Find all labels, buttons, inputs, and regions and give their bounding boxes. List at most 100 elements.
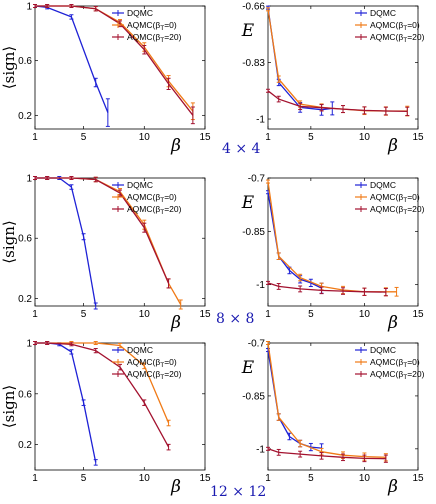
- panel-2-legend-dqmc-label: DQMC: [370, 8, 396, 18]
- panel-6-ytick-label: -0.7: [248, 339, 266, 350]
- panel-5-ylabel: ⟨sign⟩: [0, 385, 18, 428]
- panel-5-xtick-label: 10: [139, 473, 151, 484]
- panel-5-legend-aqmc0-label-part: AQMC(β: [127, 357, 160, 367]
- panel-4-legend-dqmc-label: DQMC: [370, 180, 396, 190]
- size-label-8x8: 8 × 8: [216, 311, 254, 327]
- panel-3-series-dqmc-line: [35, 177, 97, 307]
- panel-6-legend-aqmc0-label: AQMC(βT=0): [370, 357, 420, 369]
- panel-1-ytick-label: 0.2: [18, 111, 32, 122]
- panel-4-ytick-label: -0.85: [242, 227, 265, 238]
- panel-5-ytick-label: 0.6: [18, 389, 32, 400]
- panel-1-legend-aqmc20-label-part: AQMC(β: [127, 32, 160, 42]
- panel-6-ytick-label: -0.85: [242, 391, 265, 402]
- panel-3-legend-aqmc0-label-part: AQMC(β: [127, 192, 160, 202]
- panel-3-xtick-label: 15: [199, 309, 211, 320]
- panel-2: 1 5 10 15-0.66-0.83-1βEDQMCAQMC(βT=0)AQMC(β…: [241, 2, 425, 157]
- panel-4-legend-aqmc0-label: AQMC(βT=0): [370, 192, 420, 204]
- panel-6-legend-aqmc20-label-part2: =20): [407, 369, 424, 379]
- panel-4-legend-aqmc20-label-part: AQMC(β: [370, 204, 403, 214]
- panel-3-ytick-label: 1: [26, 174, 32, 185]
- panel-4: 1 5 10 15-0.7-0.85-1βEDQMCAQMC(βT=0)AQMC(βT…: [241, 174, 425, 334]
- panel-2-frame: [267, 5, 419, 130]
- panel-3: 1 5 10 150.20.61β⟨sign⟩DQMCAQMC(βT=0)AQMC(β…: [0, 174, 211, 334]
- panel-1-legend-aqmc0-label-part2: =0): [164, 20, 177, 30]
- panel-6-ytick-label: -1: [256, 444, 265, 455]
- panel-1-xtick-label: 10: [139, 132, 151, 143]
- panel-2-series-aqmc20-line: [267, 90, 408, 113]
- panel-6-xtick-label: 10: [359, 473, 371, 484]
- panel-2-xtick-label: 5: [308, 132, 314, 143]
- panel-4-legend-aqmc20-label-part2: =20): [407, 204, 424, 214]
- panel-1-legend-dqmc-label: DQMC: [127, 8, 153, 18]
- panel-3-legend-aqmc0-label-part2: =0): [164, 192, 177, 202]
- panel-6-frame: [267, 342, 419, 471]
- panel-2-xlabel: β: [387, 136, 398, 156]
- panel-2-ytick-label: -1: [256, 115, 265, 126]
- panel-5-xtick-label: 15: [199, 473, 211, 484]
- panel-5-legend-aqmc20-label: AQMC(βT=20): [127, 369, 182, 381]
- panel-3-legend-dqmc-label: DQMC: [127, 180, 153, 190]
- panel-1-legend-aqmc0-label-sub: T: [160, 25, 164, 32]
- panel-5-legend-dqmc-label: DQMC: [127, 345, 153, 355]
- panel-1: 1 5 10 150.20.61β⟨sign⟩DQMCAQMC(βT=0)AQMC(β…: [0, 2, 211, 157]
- panel-3-xtick-label: 1: [32, 309, 38, 320]
- panel-5-legend-aqmc0-label-part2: =0): [164, 357, 177, 367]
- panel-4-frame: [267, 177, 419, 307]
- panel-6-legend-dqmc-label: DQMC: [370, 345, 396, 355]
- panel-6-legend-aqmc0-label-part2: =0): [407, 357, 420, 367]
- panel-3-xlabel: β: [170, 313, 181, 333]
- panel-3-legend-aqmc0-label: AQMC(βT=0): [127, 192, 177, 204]
- panel-2-legend-aqmc0-label-sub: T: [403, 25, 407, 32]
- panel-1-series-aqmc20-line: [35, 5, 194, 116]
- panel-1-legend-aqmc20-label-part2: =20): [164, 32, 181, 42]
- panel-1-xtick-label: 5: [81, 132, 87, 143]
- panel-3-xtick-label: 10: [139, 309, 151, 320]
- panel-5-legend-aqmc20-label-part2: =20): [164, 369, 181, 379]
- panel-2-ytick-label: -0.66: [242, 2, 265, 13]
- panel-1-legend-aqmc0-label-part: AQMC(β: [127, 20, 160, 30]
- panel-2-xtick-label: 15: [412, 132, 424, 143]
- panel-3-frame: [34, 177, 206, 307]
- panel-4-legend-aqmc20-label-sub: T: [403, 209, 407, 216]
- panel-5: 1 5 10 150.20.61β⟨sign⟩DQMCAQMC(βT=0)AQMC(β…: [0, 339, 211, 498]
- panel-2-legend-aqmc20-label-part: AQMC(β: [370, 32, 403, 42]
- panel-5-xtick-label: 1: [32, 473, 38, 484]
- panel-3-ytick-label: 0.2: [18, 294, 32, 305]
- panel-4-xtick-label: 5: [308, 309, 314, 320]
- panel-6-legend-aqmc0-label-sub: T: [403, 362, 407, 369]
- panel-2-legend-aqmc0-label-part: AQMC(β: [370, 20, 403, 30]
- panel-2-legend-aqmc0-label: AQMC(βT=0): [370, 20, 420, 32]
- panel-1-ylabel: ⟨sign⟩: [0, 46, 18, 89]
- panel-1-legend-aqmc0-label: AQMC(βT=0): [127, 20, 177, 32]
- panel-1-series-dqmc-line: [34, 5, 109, 113]
- panel-6-ylabel: E: [241, 358, 255, 378]
- panel-1-xtick-label: 15: [199, 132, 211, 143]
- panel-2-legend-aqmc20-label-sub: T: [403, 37, 407, 44]
- panel-5-series-dqmc-line: [35, 342, 97, 463]
- panel-5-ytick-label: 1: [26, 339, 32, 350]
- panel-5-legend-aqmc20-label-sub: T: [160, 374, 164, 381]
- panel-4-ylabel: E: [241, 193, 255, 213]
- size-label-12x12: 12 × 12: [210, 484, 266, 500]
- panel-3-legend-aqmc20-label-part: AQMC(β: [127, 204, 160, 214]
- panel-3-legend-aqmc20-label-part2: =20): [164, 204, 181, 214]
- panel-5-legend-aqmc0-label: AQMC(βT=0): [127, 357, 177, 369]
- panel-1-ytick-label: 1: [26, 2, 32, 13]
- panel-4-xtick-label: 1: [265, 309, 271, 320]
- panel-2-legend-aqmc0-label-part2: =0): [407, 20, 420, 30]
- panel-2-ylabel: E: [241, 21, 255, 41]
- panel-1-legend-aqmc20-label-sub: T: [160, 37, 164, 44]
- panel-6-xtick-label: 1: [265, 473, 271, 484]
- panel-4-legend-aqmc0-label-part2: =0): [407, 192, 420, 202]
- panel-3-legend-aqmc20-label: AQMC(βT=20): [127, 204, 182, 216]
- panel-4-xtick-label: 10: [359, 309, 371, 320]
- panel-6: 1 5 10 15-0.7-0.85-1βEDQMCAQMC(βT=0)AQMC(βT…: [241, 339, 425, 498]
- panel-1-frame: [34, 5, 206, 130]
- panel-4-xtick-label: 15: [412, 309, 424, 320]
- panel-6-xtick-label: 15: [412, 473, 424, 484]
- panel-5-ytick-label: 0.2: [18, 440, 32, 451]
- panel-2-legend-aqmc20-label-part2: =20): [407, 32, 424, 42]
- panel-6-legend-aqmc0-label-part: AQMC(β: [370, 357, 403, 367]
- panel-5-legend-aqmc0-label-sub: T: [160, 362, 164, 369]
